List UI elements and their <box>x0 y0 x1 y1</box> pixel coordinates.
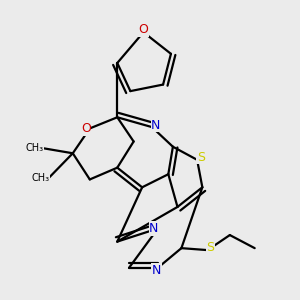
Text: CH₃: CH₃ <box>25 143 43 153</box>
Text: N: N <box>149 222 159 235</box>
Text: S: S <box>197 151 205 164</box>
Text: N: N <box>152 264 161 277</box>
Text: O: O <box>81 122 91 135</box>
Text: CH₃: CH₃ <box>32 173 50 183</box>
Text: O: O <box>139 23 148 36</box>
Text: N: N <box>151 118 160 132</box>
Text: S: S <box>206 241 214 254</box>
